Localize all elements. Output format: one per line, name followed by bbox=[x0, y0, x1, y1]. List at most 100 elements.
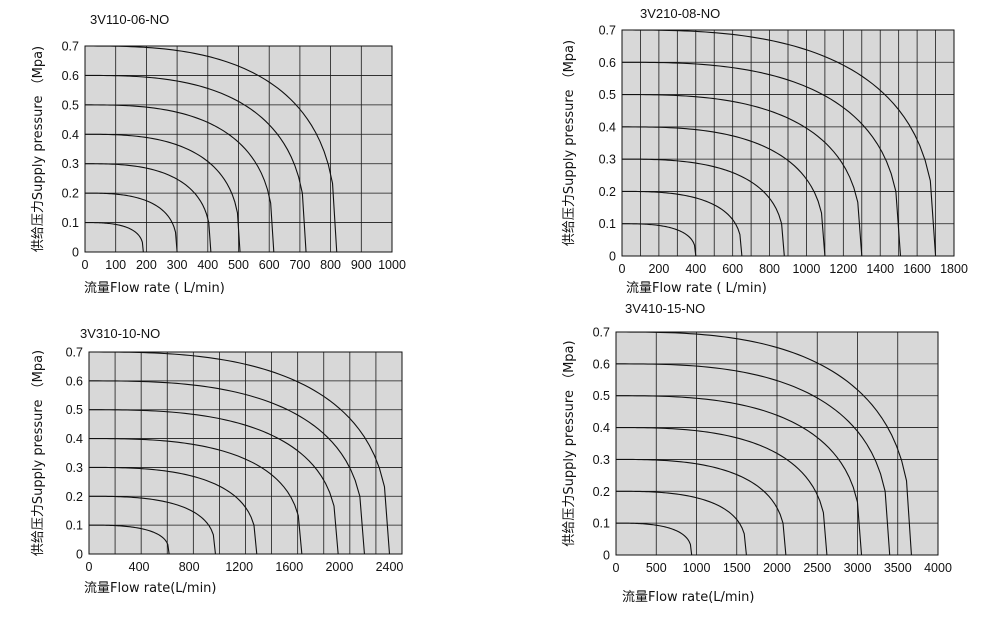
y-tick-label: 0.5 bbox=[66, 403, 83, 417]
x-tick-label: 800 bbox=[320, 258, 341, 272]
y-tick-label: 0.5 bbox=[593, 389, 610, 403]
y-tick-label: 0.4 bbox=[593, 421, 610, 435]
y-tick-label: 0.1 bbox=[66, 519, 83, 533]
y-tick-label: 0.6 bbox=[599, 56, 616, 70]
flow-curve-0-5-mpa bbox=[85, 104, 275, 253]
chart-title: 3V110-06-NO bbox=[90, 12, 169, 27]
x-axis-label: 流量Flow rate ( L/min) bbox=[626, 281, 767, 296]
y-tick-label: 0.2 bbox=[599, 185, 616, 199]
x-tick-label: 500 bbox=[646, 561, 667, 575]
x-tick-label: 1000 bbox=[793, 262, 821, 276]
flow-curve-0-6-mpa bbox=[622, 61, 902, 257]
plot-frame bbox=[84, 45, 393, 253]
x-tick-label: 900 bbox=[351, 258, 372, 272]
y-axis-label: 供给压力Supply pressure （Mpa) bbox=[31, 350, 46, 556]
flow-curve-0-5-mpa bbox=[616, 395, 863, 556]
chart-title: 3V310-10-NO bbox=[80, 326, 160, 341]
flow-curve-0-1-mpa bbox=[622, 223, 697, 257]
y-tick-label: 0.4 bbox=[62, 128, 79, 142]
y-axis-label: 供给压力Supply pressure （Mpa) bbox=[562, 40, 577, 246]
chart-3v310-10-no: 0 0.1 0.2 0.3 0.4 0.5 0.6 0.7 0 400 800 1200 1600 200… bbox=[31, 326, 403, 596]
chart-3v410-15-no: 0 0.1 0.2 0.3 0.4 0.5 0.6 0.7 0 500 1000 1500 2000 25… bbox=[562, 301, 952, 605]
chart-title: 3V210-08-NO bbox=[640, 6, 720, 21]
flow-curve-0-6-mpa bbox=[89, 380, 365, 555]
flow-curve-0-7-mpa bbox=[616, 331, 912, 556]
flow-curve-0-4-mpa bbox=[85, 133, 241, 253]
flow-curve-0-7-mpa bbox=[85, 45, 338, 253]
x-tick-label: 400 bbox=[129, 560, 150, 574]
y-tick-label: 0.3 bbox=[599, 153, 616, 167]
y-tick-label: 0 bbox=[603, 549, 610, 563]
flow-curve-0-2-mpa bbox=[89, 495, 216, 555]
flow-curve-0-2-mpa bbox=[85, 192, 178, 253]
flow-curve-0-3-mpa bbox=[616, 458, 787, 556]
x-tick-label: 1600 bbox=[275, 560, 303, 574]
x-tick-label: 3500 bbox=[884, 561, 912, 575]
flow-curve-0-7-mpa bbox=[89, 351, 391, 555]
flow-curve-0-3-mpa bbox=[622, 158, 785, 257]
x-tick-label: 400 bbox=[685, 262, 706, 276]
y-tick-label: 0.1 bbox=[593, 517, 610, 531]
y-tick-label: 0.6 bbox=[66, 374, 83, 388]
flow-curve-0-1-mpa bbox=[89, 524, 170, 555]
flow-curve-0-3-mpa bbox=[85, 163, 212, 253]
flow-curve-0-6-mpa bbox=[85, 74, 307, 253]
flow-curve-0-4-mpa bbox=[622, 126, 826, 257]
x-tick-label: 600 bbox=[722, 262, 743, 276]
y-tick-label: 0 bbox=[609, 250, 616, 264]
x-tick-label: 1400 bbox=[866, 262, 894, 276]
x-tick-label: 1000 bbox=[683, 561, 711, 575]
x-tick-label: 1600 bbox=[903, 262, 931, 276]
y-tick-label: 0.3 bbox=[62, 157, 79, 171]
chart-3v110-06-no: 0 0.1 0.2 0.3 0.4 0.5 0.6 0.7 0 100 200 300 400 500 60… bbox=[31, 12, 406, 296]
x-tick-label: 200 bbox=[136, 258, 157, 272]
y-tick-label: 0.5 bbox=[599, 88, 616, 102]
flow-curve-0-5-mpa bbox=[89, 409, 339, 555]
flow-curve-0-5-mpa bbox=[622, 94, 863, 257]
x-tick-label: 500 bbox=[228, 258, 249, 272]
x-tick-label: 800 bbox=[759, 262, 780, 276]
x-tick-label: 300 bbox=[167, 258, 188, 272]
y-tick-label: 0.7 bbox=[66, 346, 83, 360]
x-tick-label: 1000 bbox=[378, 258, 406, 272]
flow-curve-0-4-mpa bbox=[616, 427, 828, 556]
plot-frame bbox=[615, 331, 939, 556]
y-tick-label: 0.1 bbox=[599, 217, 616, 231]
x-axis-label: 流量Flow rate(L/min) bbox=[622, 590, 755, 605]
x-axis-label: 流量Flow rate(L/min) bbox=[84, 581, 217, 596]
x-tick-label: 100 bbox=[105, 258, 126, 272]
y-tick-label: 0.7 bbox=[599, 24, 616, 38]
x-tick-label: 2000 bbox=[325, 560, 353, 574]
x-tick-label: 800 bbox=[179, 560, 200, 574]
y-axis-label: 供给压力Supply pressure （Mpa) bbox=[31, 46, 46, 252]
plot-frame bbox=[88, 351, 403, 555]
y-tick-label: 0.3 bbox=[66, 461, 83, 475]
x-tick-label: 2400 bbox=[376, 560, 404, 574]
x-tick-label: 600 bbox=[259, 258, 280, 272]
x-tick-label: 4000 bbox=[924, 561, 952, 575]
flow-curve-0-2-mpa bbox=[616, 490, 747, 556]
y-tick-label: 0.4 bbox=[599, 120, 616, 134]
x-tick-label: 700 bbox=[289, 258, 310, 272]
x-tick-label: 2000 bbox=[763, 561, 791, 575]
x-tick-label: 0 bbox=[613, 561, 620, 575]
x-tick-label: 1200 bbox=[829, 262, 857, 276]
x-tick-label: 0 bbox=[82, 258, 89, 272]
x-tick-label: 1200 bbox=[225, 560, 253, 574]
y-tick-label: 0.6 bbox=[62, 69, 79, 83]
x-tick-label: 400 bbox=[197, 258, 218, 272]
flow-curve-0-2-mpa bbox=[622, 190, 743, 257]
x-tick-label: 0 bbox=[86, 560, 93, 574]
y-tick-label: 0 bbox=[72, 246, 79, 260]
x-tick-label: 1500 bbox=[723, 561, 751, 575]
y-tick-label: 0.1 bbox=[62, 216, 79, 230]
y-tick-label: 0.2 bbox=[66, 490, 83, 504]
chart-3v210-08-no: 0 0.1 0.2 0.3 0.4 0.5 0.6 0.7 0 200 400 600 800 1000 1… bbox=[562, 6, 968, 296]
y-tick-label: 0.6 bbox=[593, 357, 610, 371]
y-tick-label: 0 bbox=[76, 548, 83, 562]
x-axis-label: 流量Flow rate ( L/min) bbox=[84, 281, 225, 296]
chart-title: 3V410-15-NO bbox=[625, 301, 705, 316]
x-tick-label: 2500 bbox=[803, 561, 831, 575]
y-tick-label: 0.3 bbox=[593, 453, 610, 467]
x-tick-label: 200 bbox=[648, 262, 669, 276]
